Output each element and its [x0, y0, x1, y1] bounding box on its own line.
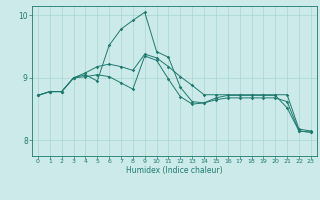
X-axis label: Humidex (Indice chaleur): Humidex (Indice chaleur) [126, 166, 223, 175]
